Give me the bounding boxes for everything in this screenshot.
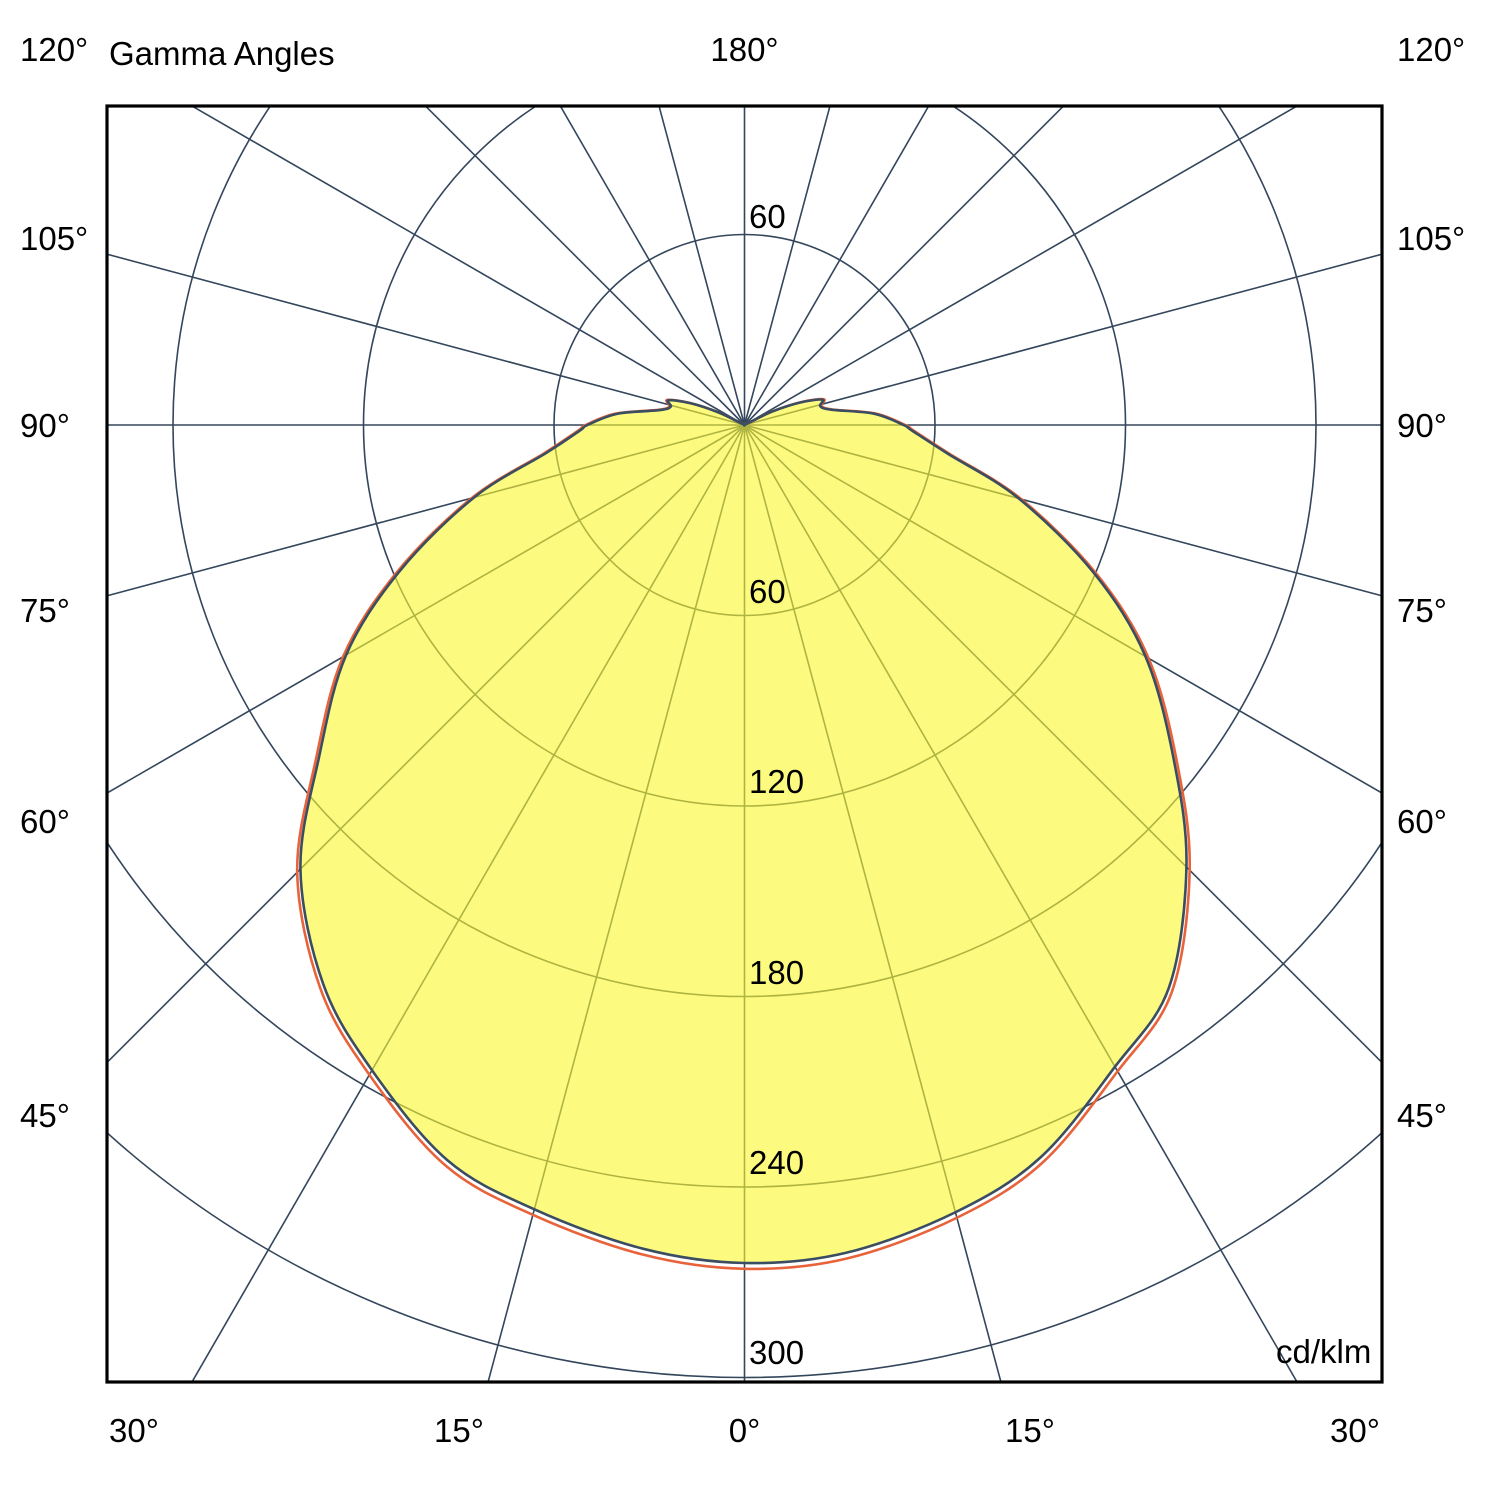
svg-text:90°: 90°: [1397, 407, 1447, 444]
svg-text:30°: 30°: [109, 1412, 159, 1449]
svg-text:cd/klm: cd/klm: [1276, 1333, 1371, 1370]
svg-text:120°: 120°: [20, 31, 88, 68]
svg-text:60: 60: [749, 198, 786, 235]
svg-text:105°: 105°: [20, 220, 88, 257]
svg-text:105°: 105°: [1397, 220, 1465, 257]
svg-text:60°: 60°: [20, 803, 70, 840]
svg-text:180: 180: [749, 954, 804, 991]
svg-text:75°: 75°: [20, 592, 70, 629]
svg-text:60: 60: [749, 573, 786, 610]
svg-text:0°: 0°: [729, 1412, 761, 1449]
svg-text:90°: 90°: [20, 407, 70, 444]
svg-text:180°: 180°: [710, 31, 778, 68]
svg-text:240: 240: [749, 1144, 804, 1181]
svg-text:15°: 15°: [434, 1412, 484, 1449]
svg-text:120: 120: [749, 763, 804, 800]
svg-text:15°: 15°: [1005, 1412, 1055, 1449]
svg-text:300: 300: [749, 1334, 804, 1371]
svg-text:45°: 45°: [1397, 1097, 1447, 1134]
svg-text:60°: 60°: [1397, 803, 1447, 840]
svg-text:45°: 45°: [20, 1097, 70, 1134]
svg-text:120°: 120°: [1397, 31, 1465, 68]
svg-text:75°: 75°: [1397, 592, 1447, 629]
svg-text:Gamma Angles: Gamma Angles: [109, 35, 335, 72]
svg-text:30°: 30°: [1330, 1412, 1380, 1449]
